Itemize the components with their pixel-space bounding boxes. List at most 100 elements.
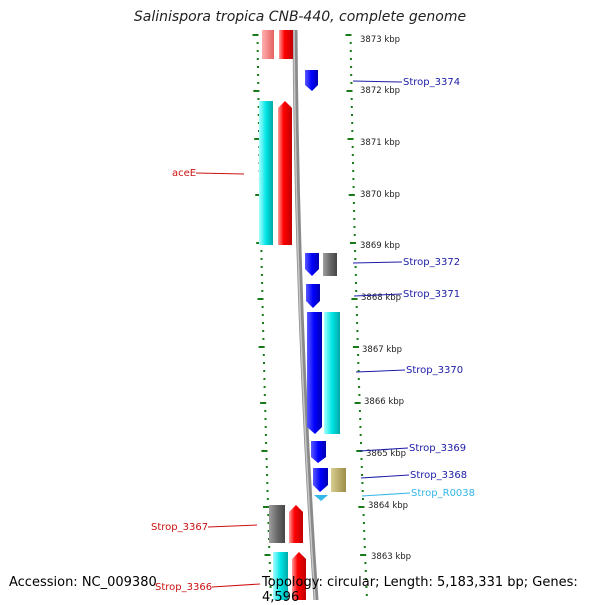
ring-dot xyxy=(363,546,366,548)
tick-label: 3869 kbp xyxy=(360,241,400,251)
label-strop-R0038: Strop_R0038 xyxy=(411,488,475,499)
ring-dot xyxy=(354,258,357,260)
ring-dot xyxy=(361,474,364,476)
ring-dot xyxy=(351,154,354,156)
ring-tick xyxy=(258,346,265,348)
gene-3366-red xyxy=(292,552,306,600)
ring-dot xyxy=(357,370,360,372)
tick-label: 3863 kbp xyxy=(371,552,411,562)
ring-dot xyxy=(257,66,259,68)
ring-tick xyxy=(345,34,352,36)
ring-dot xyxy=(257,122,260,124)
ring-dot xyxy=(356,322,359,324)
ring-dot xyxy=(269,586,272,588)
ring-tick xyxy=(261,450,268,452)
tick-label: 3872 kbp xyxy=(360,86,400,96)
ring-dot xyxy=(350,66,353,68)
ring-dot xyxy=(358,410,361,412)
ring-dot xyxy=(264,426,267,428)
ring-dot xyxy=(267,530,270,532)
ring-dot xyxy=(364,562,367,564)
ring-dot xyxy=(357,378,360,380)
ring-dot xyxy=(267,522,270,524)
ring-dot xyxy=(360,442,362,444)
ring-dot xyxy=(264,418,267,420)
topology-text: Topology: circular; Length: 5,183,331 bp… xyxy=(262,575,578,605)
ring-dot xyxy=(349,58,352,60)
ring-dot xyxy=(359,434,362,436)
ring-dot xyxy=(365,594,368,596)
ring-tick xyxy=(254,138,261,140)
ring-dot xyxy=(268,546,271,548)
ring-dot xyxy=(352,162,354,164)
ring-dot xyxy=(257,82,260,84)
ring-dot xyxy=(353,234,356,236)
ring-dot xyxy=(351,122,354,124)
ring-dot xyxy=(261,306,264,308)
ring-dot xyxy=(353,218,356,220)
ring-dot xyxy=(269,578,272,580)
ring-dot xyxy=(352,170,355,172)
ring-dot xyxy=(265,442,268,444)
gene-3369 xyxy=(311,441,326,463)
gene-3368 xyxy=(313,468,328,492)
ring-dot xyxy=(349,42,352,44)
ring-dot xyxy=(364,570,367,572)
ring-dot xyxy=(261,290,264,292)
ring-dot xyxy=(265,466,268,468)
ring-dot xyxy=(256,42,259,44)
gene-3368-olive xyxy=(331,468,346,492)
ring-dot xyxy=(361,482,364,484)
ring-dot xyxy=(262,330,265,332)
ring-dot xyxy=(356,330,359,332)
ring-dot xyxy=(261,282,264,284)
ring-tick xyxy=(253,90,260,92)
ring-dot xyxy=(353,226,356,228)
ring-dot xyxy=(266,482,269,484)
ring-dot xyxy=(358,386,361,388)
ring-dot xyxy=(352,186,355,188)
ring-dot xyxy=(351,130,354,132)
gene-aceE-cyan xyxy=(259,101,273,245)
ring-dot xyxy=(256,58,259,60)
gene-3374 xyxy=(305,70,318,91)
ring-dot xyxy=(263,386,266,388)
ring-dot xyxy=(354,266,357,268)
ring-dot xyxy=(260,250,263,252)
ring-dot xyxy=(266,498,269,500)
ring-tick xyxy=(264,554,271,556)
gene-red-top xyxy=(279,30,293,59)
forward-genes xyxy=(259,30,306,600)
label-strop-3369: Strop_3369 xyxy=(409,443,466,454)
ring-dot xyxy=(356,338,359,340)
tick-label: 3873 kbp xyxy=(360,35,400,45)
ring-dot xyxy=(365,578,368,580)
gene-3370-cyan xyxy=(324,312,340,434)
ring-dot xyxy=(360,466,363,468)
ring-dot xyxy=(352,178,355,180)
map-title: Salinispora tropica CNB-440, complete ge… xyxy=(133,9,467,25)
ring-dot xyxy=(357,362,360,364)
ring-dot xyxy=(350,82,353,84)
gene-3372 xyxy=(305,253,319,276)
ring-tick xyxy=(358,506,365,508)
ring-dot xyxy=(360,458,363,460)
ring-dot xyxy=(350,98,353,100)
ring-tick xyxy=(346,90,353,92)
tick-label: 3867 kbp xyxy=(362,345,402,355)
ring-tick xyxy=(360,554,367,556)
ring-dot xyxy=(363,530,366,532)
ring-dot xyxy=(354,250,357,252)
ring-dot xyxy=(266,490,269,492)
ring-dot xyxy=(262,354,265,356)
tick-labels: 3873 kbp 3872 kbp 3871 kbp 3870 kbp 3869… xyxy=(360,35,411,562)
ring-dot xyxy=(359,418,362,420)
tick-label: 3870 kbp xyxy=(360,190,400,200)
ring-dot xyxy=(264,434,267,436)
ring-tick xyxy=(349,242,356,244)
tick-label: 3871 kbp xyxy=(360,138,400,148)
label-strop-3371: Strop_3371 xyxy=(403,289,460,300)
ring-dot xyxy=(362,522,365,524)
tick-label: 3864 kbp xyxy=(368,501,408,511)
ring-dot xyxy=(357,354,360,356)
